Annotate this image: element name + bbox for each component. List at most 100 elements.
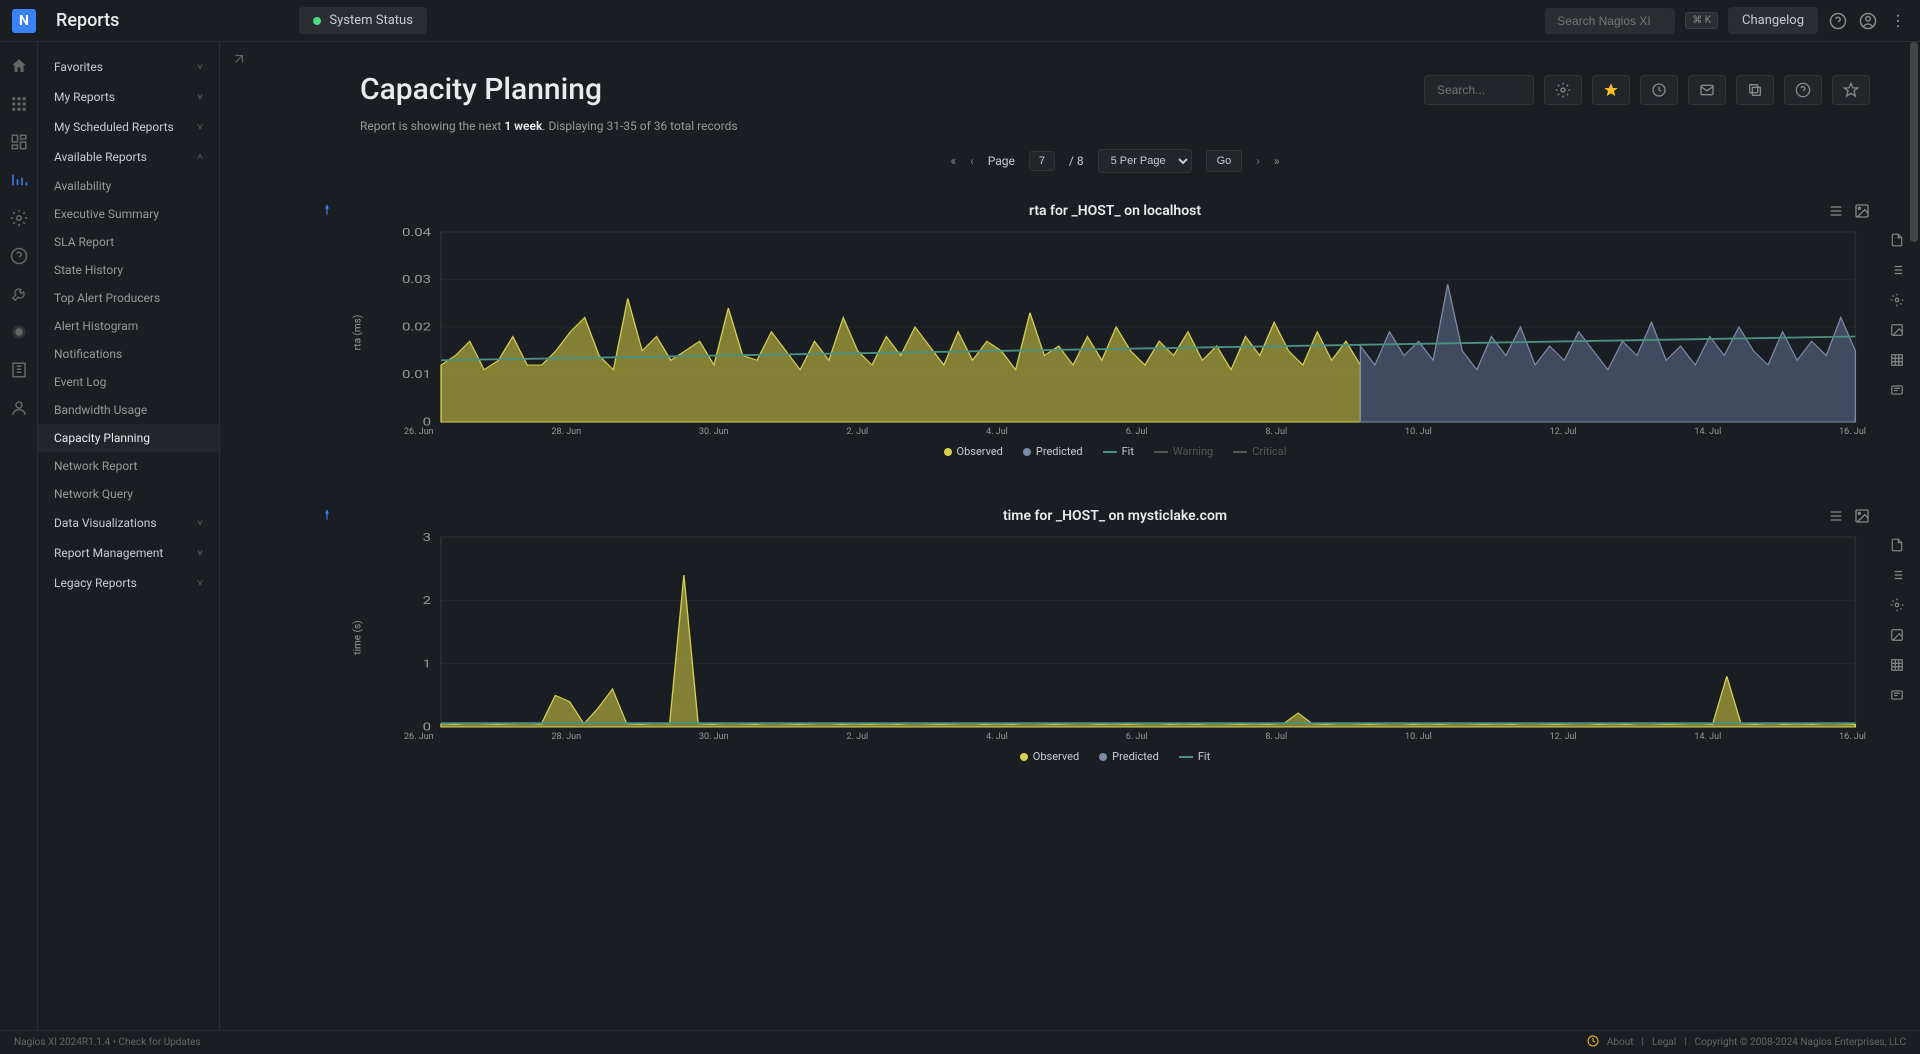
xtick-label: 28. Jun	[551, 732, 581, 742]
sidebar-group-my-reports[interactable]: My Reports˅	[38, 82, 219, 112]
pin-icon[interactable]	[320, 508, 334, 526]
legend-item-observed[interactable]: Observed	[1020, 750, 1079, 763]
sidebar-item-alert-histogram[interactable]: Alert Histogram	[38, 312, 219, 340]
copy-button[interactable]	[1736, 75, 1774, 105]
sidebar-group-label: Report Management	[54, 546, 163, 560]
table-icon[interactable]	[1890, 658, 1906, 674]
chart-ylabel: time (s)	[353, 620, 364, 654]
legend-item-observed[interactable]: Observed	[944, 445, 1003, 458]
help-icon[interactable]	[1828, 11, 1848, 31]
clock-button[interactable]	[1640, 75, 1678, 105]
sidebar-item-event-log[interactable]: Event Log	[38, 368, 219, 396]
subtitle-prefix: Report is showing the next	[360, 119, 504, 133]
report-search-input[interactable]	[1424, 75, 1534, 105]
sidebar-group-my-scheduled-reports[interactable]: My Scheduled Reports ˅	[38, 112, 219, 142]
logo[interactable]: N	[12, 9, 36, 33]
legend-line-icon	[1103, 451, 1117, 453]
sidebar-group-legacy-reports[interactable]: Legacy Reports˅	[38, 568, 219, 598]
sidebar-item-sla-report[interactable]: SLA Report	[38, 228, 219, 256]
global-search-input[interactable]	[1545, 8, 1675, 34]
chevron-down-icon: ˅	[197, 122, 203, 133]
tools-icon[interactable]	[9, 284, 29, 304]
apps-icon[interactable]	[9, 94, 29, 114]
per-page-select[interactable]: 5 Per Page	[1098, 149, 1192, 173]
sidebar-item-availability[interactable]: Availability	[38, 172, 219, 200]
sidebar-group-favorites[interactable]: Favorites˅	[38, 52, 219, 82]
sidebar-item-top-alert-producers[interactable]: Top Alert Producers	[38, 284, 219, 312]
export-icon[interactable]	[1890, 383, 1906, 399]
export-icon[interactable]	[1890, 688, 1906, 704]
legend-item-critical[interactable]: Critical	[1233, 445, 1286, 458]
update-badge-icon[interactable]	[1587, 1035, 1599, 1050]
system-status-pill[interactable]: System Status	[299, 7, 427, 34]
sidebar-group-data-visualizations[interactable]: Data Visualizations˅	[38, 508, 219, 538]
gear-icon[interactable]	[1890, 598, 1906, 614]
xtick-label: 8. Jul	[1265, 427, 1287, 437]
enterprise-icon[interactable]	[9, 360, 29, 380]
page-next-icon[interactable]: ›	[1256, 154, 1260, 168]
sidebar-item-executive-summary[interactable]: Executive Summary	[38, 200, 219, 228]
sidebar-item-bandwidth-usage[interactable]: Bandwidth Usage	[38, 396, 219, 424]
sidebar-item-network-report[interactable]: Network Report	[38, 452, 219, 480]
sidebar-group-report-management[interactable]: Report Management˅	[38, 538, 219, 568]
changelog-link[interactable]: Changelog	[1728, 7, 1818, 34]
kebab-menu-icon[interactable]	[1888, 11, 1908, 31]
sidebar-item-network-query[interactable]: Network Query	[38, 480, 219, 508]
favorite-button[interactable]	[1832, 75, 1870, 105]
home-icon[interactable]	[9, 56, 29, 76]
legend-item-predicted[interactable]: Predicted	[1099, 750, 1159, 763]
go-button[interactable]: Go	[1206, 150, 1243, 172]
image-icon[interactable]	[1854, 508, 1870, 528]
legend-item-predicted[interactable]: Predicted	[1023, 445, 1083, 458]
svg-text:0: 0	[423, 416, 431, 427]
picture-icon[interactable]	[1890, 628, 1906, 644]
scrollbar-thumb[interactable]	[1910, 42, 1918, 242]
legend-item-fit[interactable]: Fit	[1103, 445, 1134, 458]
page-prev-icon[interactable]: ‹	[970, 154, 974, 168]
image-icon[interactable]	[1854, 203, 1870, 223]
mail-button[interactable]	[1688, 75, 1726, 105]
svg-text:0.04: 0.04	[402, 227, 432, 239]
settings-icon[interactable]	[9, 208, 29, 228]
help-button[interactable]	[1784, 75, 1822, 105]
chart-menu	[1828, 203, 1870, 223]
table-icon[interactable]	[1890, 353, 1906, 369]
file-icon[interactable]	[1890, 538, 1906, 554]
legend-item-fit[interactable]: Fit	[1179, 750, 1210, 763]
user-avatar-icon[interactable]	[1858, 11, 1878, 31]
legend-item-warning[interactable]: Warning	[1154, 445, 1213, 458]
file-icon[interactable]	[1890, 233, 1906, 249]
list-icon[interactable]	[1890, 263, 1906, 279]
svg-text:0: 0	[423, 721, 431, 732]
admin-icon[interactable]	[9, 398, 29, 418]
chevron-down-icon: ˅	[197, 92, 203, 103]
dashboard-icon[interactable]	[9, 132, 29, 152]
page-first-icon[interactable]: «	[951, 154, 957, 168]
footer-about-link[interactable]: About	[1607, 1037, 1634, 1048]
hamburger-icon[interactable]	[1828, 508, 1844, 528]
sidebar-group-label: My Scheduled Reports	[54, 120, 174, 134]
list-icon[interactable]	[1890, 568, 1906, 584]
hamburger-icon[interactable]	[1828, 203, 1844, 223]
alerts-icon[interactable]	[9, 322, 29, 342]
legend-label: Predicted	[1036, 445, 1083, 458]
page-number-input[interactable]	[1029, 151, 1055, 171]
reports-icon[interactable]	[9, 170, 29, 190]
gear-icon[interactable]	[1890, 293, 1906, 309]
sidebar-item-capacity-planning[interactable]: Capacity Planning	[38, 424, 219, 452]
sidebar-group-label: Favorites	[54, 60, 103, 74]
sidebar-item-state-history[interactable]: State History	[38, 256, 219, 284]
footer-legal-link[interactable]: Legal	[1652, 1037, 1676, 1048]
pin-icon[interactable]	[320, 203, 334, 221]
page-last-icon[interactable]: »	[1274, 154, 1280, 168]
help-rail-icon[interactable]	[9, 246, 29, 266]
legend-label: Observed	[957, 445, 1003, 458]
gear-button[interactable]	[1544, 75, 1582, 105]
sidebar-item-notifications[interactable]: Notifications	[38, 340, 219, 368]
star-button[interactable]	[1592, 75, 1630, 105]
xtick-label: 6. Jul	[1126, 427, 1148, 437]
picture-icon[interactable]	[1890, 323, 1906, 339]
svg-text:1: 1	[423, 658, 431, 671]
sidebar-group-available-reports[interactable]: Available Reports˄	[38, 142, 219, 172]
xtick-label: 2. Jul	[846, 427, 868, 437]
